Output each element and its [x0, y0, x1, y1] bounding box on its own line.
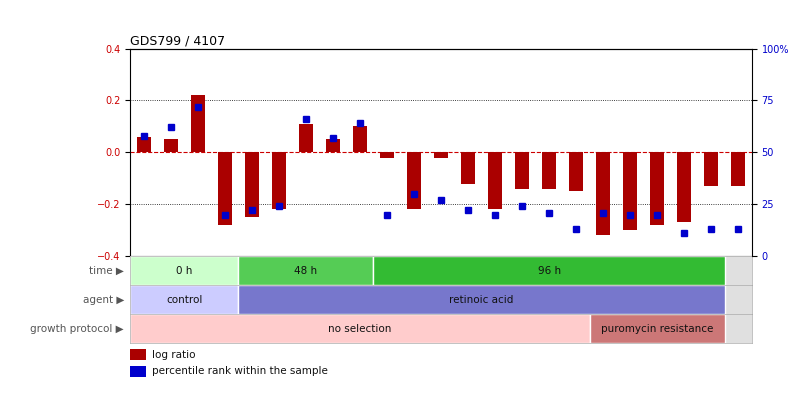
Bar	[589, 314, 724, 343]
Bar	[238, 285, 724, 314]
Text: agent ▶: agent ▶	[83, 295, 124, 305]
Bar	[271, 152, 285, 209]
Bar	[130, 314, 589, 343]
Bar	[515, 152, 528, 189]
Bar	[731, 152, 744, 186]
Text: log ratio: log ratio	[152, 350, 195, 360]
Text: percentile rank within the sample: percentile rank within the sample	[152, 367, 328, 376]
Bar	[238, 256, 373, 285]
Text: 96 h: 96 h	[537, 266, 560, 276]
Bar	[373, 256, 724, 285]
Bar	[326, 139, 339, 152]
Text: no selection: no selection	[328, 324, 391, 334]
Bar	[218, 152, 231, 225]
Text: GDS799 / 4107: GDS799 / 4107	[130, 34, 225, 47]
Bar	[596, 152, 609, 235]
Bar	[353, 126, 366, 152]
Bar	[130, 256, 238, 285]
Bar	[650, 152, 663, 225]
Text: 48 h: 48 h	[294, 266, 317, 276]
Bar	[406, 152, 420, 209]
Bar	[130, 285, 238, 314]
Bar	[461, 152, 475, 183]
Bar	[434, 152, 447, 158]
Bar	[542, 152, 555, 189]
Bar	[299, 124, 312, 152]
Bar	[703, 152, 717, 186]
Bar	[622, 152, 636, 230]
Text: control: control	[166, 295, 202, 305]
Text: 0 h: 0 h	[176, 266, 192, 276]
Bar	[569, 152, 582, 191]
Text: puromycin resistance: puromycin resistance	[600, 324, 712, 334]
Bar	[487, 152, 501, 209]
Bar	[164, 139, 177, 152]
Text: time ▶: time ▶	[89, 266, 124, 276]
Bar	[677, 152, 690, 222]
Text: growth protocol ▶: growth protocol ▶	[31, 324, 124, 334]
Bar	[130, 349, 145, 360]
Bar	[245, 152, 259, 217]
Text: retinoic acid: retinoic acid	[449, 295, 513, 305]
Bar	[380, 152, 393, 158]
Bar	[130, 366, 145, 377]
Bar	[137, 137, 150, 152]
Bar	[191, 95, 204, 152]
